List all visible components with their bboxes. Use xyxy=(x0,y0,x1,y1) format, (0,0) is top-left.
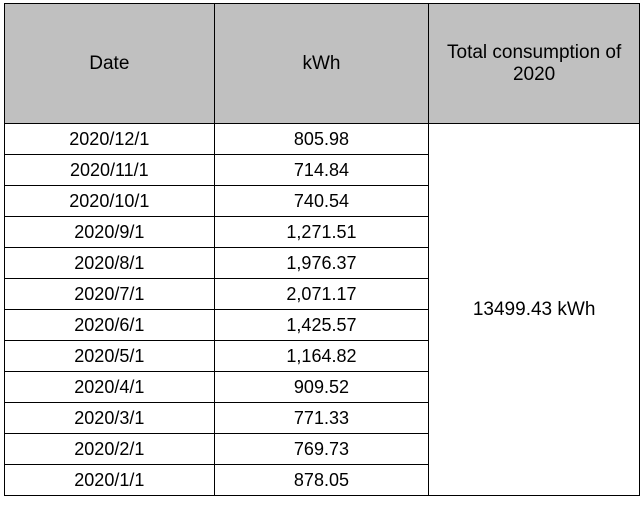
cell-date: 2020/8/1 xyxy=(5,248,215,279)
cell-date: 2020/1/1 xyxy=(5,465,215,496)
header-kwh: kWh xyxy=(214,4,429,124)
cell-kwh: 1,164.82 xyxy=(214,341,429,372)
table-header-row: Date kWh Total consumption of 2020 xyxy=(5,4,640,124)
cell-date: 2020/11/1 xyxy=(5,155,215,186)
cell-date: 2020/3/1 xyxy=(5,403,215,434)
table-row: 2020/12/1 805.98 13499.43 kWh xyxy=(5,124,640,155)
cell-kwh: 878.05 xyxy=(214,465,429,496)
consumption-table: Date kWh Total consumption of 2020 2020/… xyxy=(4,3,640,496)
cell-kwh: 1,425.57 xyxy=(214,310,429,341)
cell-date: 2020/10/1 xyxy=(5,186,215,217)
cell-date: 2020/9/1 xyxy=(5,217,215,248)
cell-date: 2020/2/1 xyxy=(5,434,215,465)
cell-kwh: 2,071.17 xyxy=(214,279,429,310)
cell-date: 2020/6/1 xyxy=(5,310,215,341)
cell-kwh: 714.84 xyxy=(214,155,429,186)
cell-date: 2020/12/1 xyxy=(5,124,215,155)
cell-date: 2020/7/1 xyxy=(5,279,215,310)
cell-kwh: 740.54 xyxy=(214,186,429,217)
cell-kwh: 771.33 xyxy=(214,403,429,434)
table-body: 2020/12/1 805.98 13499.43 kWh 2020/11/1 … xyxy=(5,124,640,496)
cell-kwh: 1,976.37 xyxy=(214,248,429,279)
cell-date: 2020/5/1 xyxy=(5,341,215,372)
cell-kwh: 769.73 xyxy=(214,434,429,465)
cell-total: 13499.43 kWh xyxy=(429,124,640,496)
cell-kwh: 909.52 xyxy=(214,372,429,403)
cell-date: 2020/4/1 xyxy=(5,372,215,403)
consumption-table-wrapper: Date kWh Total consumption of 2020 2020/… xyxy=(0,3,644,516)
cell-kwh: 805.98 xyxy=(214,124,429,155)
header-total: Total consumption of 2020 xyxy=(429,4,640,124)
header-date: Date xyxy=(5,4,215,124)
cell-kwh: 1,271.51 xyxy=(214,217,429,248)
